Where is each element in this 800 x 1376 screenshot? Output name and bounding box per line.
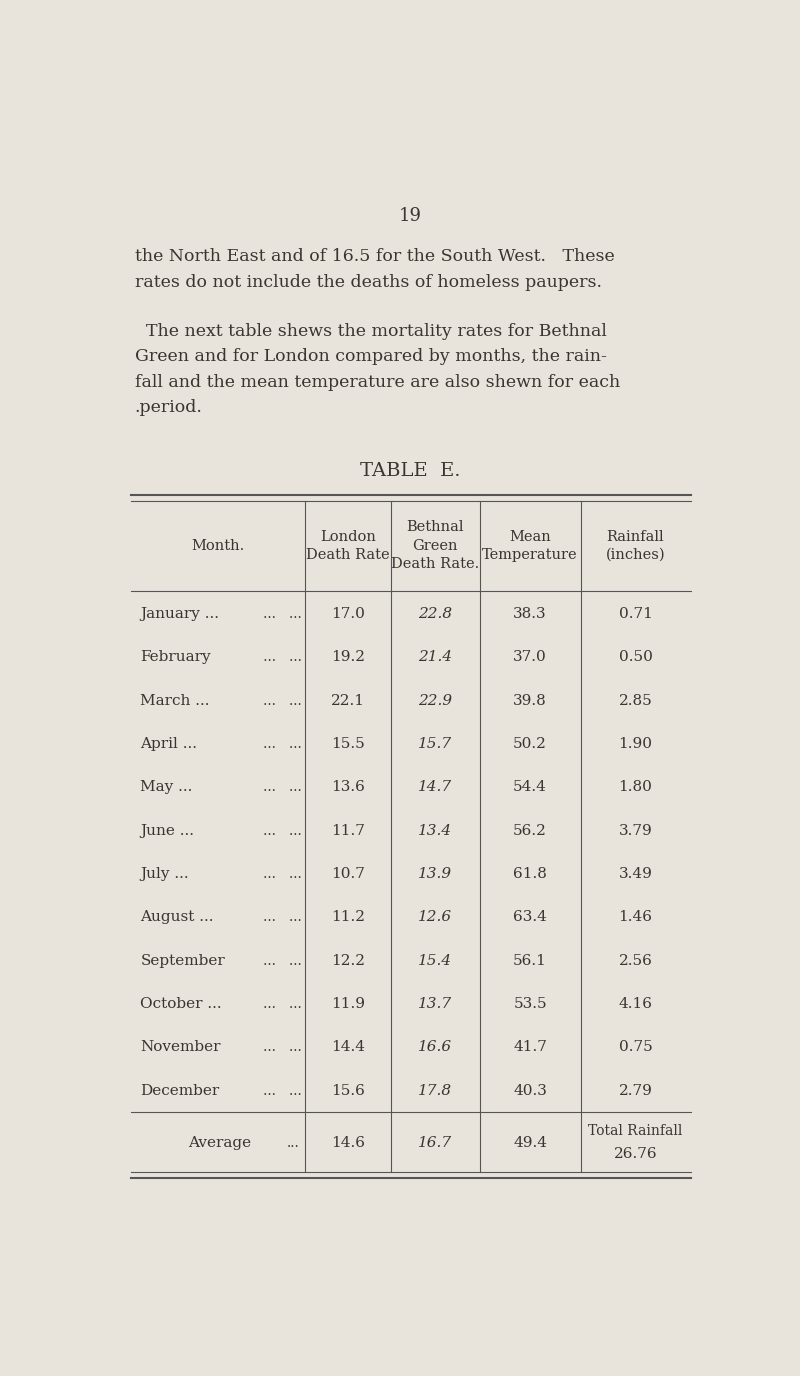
Text: ...   ...: ... ... (250, 867, 302, 881)
Text: May ...: May ... (140, 780, 193, 794)
Text: September: September (140, 954, 225, 967)
Text: 13.6: 13.6 (331, 780, 365, 794)
Text: 14.6: 14.6 (331, 1137, 365, 1150)
Text: 3.49: 3.49 (618, 867, 653, 881)
Text: 2.79: 2.79 (618, 1083, 653, 1098)
Text: ...   ...: ... ... (250, 780, 302, 794)
Text: ...   ...: ... ... (250, 954, 302, 967)
Text: 12.2: 12.2 (331, 954, 365, 967)
Text: June ...: June ... (140, 824, 194, 838)
Text: 4.16: 4.16 (618, 998, 653, 1011)
Text: 16.6: 16.6 (418, 1040, 452, 1054)
Text: 15.7: 15.7 (418, 738, 452, 751)
Text: ...   ...: ... ... (250, 1083, 302, 1098)
Text: Average: Average (189, 1137, 252, 1150)
Text: 22.8: 22.8 (418, 607, 452, 621)
Text: ...   ...: ... ... (250, 998, 302, 1011)
Text: 17.8: 17.8 (418, 1083, 452, 1098)
Text: 21.4: 21.4 (418, 651, 452, 665)
Text: 40.3: 40.3 (513, 1083, 547, 1098)
Text: 15.4: 15.4 (418, 954, 452, 967)
Text: Total Rainfall: Total Rainfall (588, 1124, 682, 1138)
Text: March ...: March ... (140, 694, 210, 707)
Text: ...   ...: ... ... (250, 694, 302, 707)
Text: Rainfall
(inches): Rainfall (inches) (606, 530, 666, 561)
Text: Bethnal
Green
Death Rate.: Bethnal Green Death Rate. (391, 520, 479, 571)
Text: 1.90: 1.90 (618, 738, 653, 751)
Text: 13.9: 13.9 (418, 867, 452, 881)
Text: ...   ...: ... ... (250, 607, 302, 621)
Text: 22.9: 22.9 (418, 694, 452, 707)
Text: February: February (140, 651, 211, 665)
Text: 14.4: 14.4 (331, 1040, 365, 1054)
Text: 0.50: 0.50 (618, 651, 653, 665)
Text: ...   ...: ... ... (237, 651, 302, 665)
Text: ...: ... (286, 1137, 299, 1150)
Text: 11.2: 11.2 (331, 911, 365, 925)
Text: 53.5: 53.5 (514, 998, 547, 1011)
Text: 16.7: 16.7 (418, 1137, 452, 1150)
Text: 61.8: 61.8 (513, 867, 547, 881)
Text: 10.7: 10.7 (331, 867, 365, 881)
Text: August ...: August ... (140, 911, 214, 925)
Text: TABLE  E.: TABLE E. (360, 461, 460, 480)
Text: ...   ...: ... ... (250, 911, 302, 925)
Text: November: November (140, 1040, 221, 1054)
Text: 1.80: 1.80 (618, 780, 653, 794)
Text: 26.76: 26.76 (614, 1146, 658, 1161)
Text: 22.1: 22.1 (331, 694, 365, 707)
Text: 37.0: 37.0 (514, 651, 547, 665)
Text: 0.71: 0.71 (618, 607, 653, 621)
Text: ...   ...: ... ... (250, 738, 302, 751)
Text: 11.7: 11.7 (331, 824, 365, 838)
Text: January ...: January ... (140, 607, 219, 621)
Text: Mean
Temperature: Mean Temperature (482, 530, 578, 561)
Text: 13.4: 13.4 (418, 824, 452, 838)
Text: December: December (140, 1083, 219, 1098)
Text: 56.2: 56.2 (513, 824, 547, 838)
Text: 2.85: 2.85 (618, 694, 653, 707)
Text: 41.7: 41.7 (513, 1040, 547, 1054)
Text: 19: 19 (398, 208, 422, 226)
Text: ...   ...: ... ... (250, 824, 302, 838)
Text: 39.8: 39.8 (514, 694, 547, 707)
Text: 3.79: 3.79 (618, 824, 653, 838)
Text: 56.1: 56.1 (513, 954, 547, 967)
Text: 15.6: 15.6 (331, 1083, 365, 1098)
Text: 2.56: 2.56 (618, 954, 653, 967)
Text: ...   ...: ... ... (250, 1040, 302, 1054)
Text: 50.2: 50.2 (513, 738, 547, 751)
Text: The next table shews the mortality rates for Bethnal
Green and for London compar: The next table shews the mortality rates… (135, 323, 620, 417)
Text: 38.3: 38.3 (514, 607, 547, 621)
Text: London
Death Rate: London Death Rate (306, 530, 390, 561)
Text: 17.0: 17.0 (331, 607, 365, 621)
Text: 49.4: 49.4 (513, 1137, 547, 1150)
Text: Month.: Month. (191, 539, 245, 553)
Text: 54.4: 54.4 (513, 780, 547, 794)
Text: 14.7: 14.7 (418, 780, 452, 794)
Text: the North East and of 16.5 for the South West.   These
rates do not include the : the North East and of 16.5 for the South… (135, 248, 614, 290)
Text: 13.7: 13.7 (418, 998, 452, 1011)
Text: 1.46: 1.46 (618, 911, 653, 925)
Text: 15.5: 15.5 (331, 738, 365, 751)
Text: 11.9: 11.9 (331, 998, 365, 1011)
Text: April ...: April ... (140, 738, 198, 751)
Text: 63.4: 63.4 (513, 911, 547, 925)
Text: 0.75: 0.75 (618, 1040, 653, 1054)
Text: October ...: October ... (140, 998, 222, 1011)
Text: 12.6: 12.6 (418, 911, 452, 925)
Text: 19.2: 19.2 (331, 651, 365, 665)
Text: July ...: July ... (140, 867, 189, 881)
